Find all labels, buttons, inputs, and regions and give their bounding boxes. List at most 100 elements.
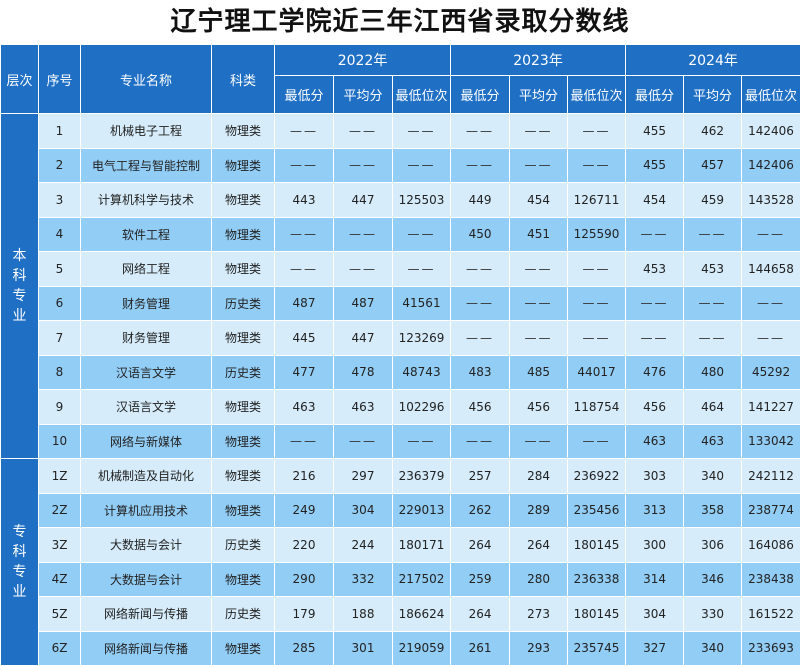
category-cell: 物理类 (212, 321, 275, 356)
avg-score-cell: 463 (684, 424, 742, 459)
major-cell: 机械电子工程 (81, 114, 212, 149)
avg-score-cell: 301 (334, 631, 393, 666)
admission-score-table: 层次 序号 专业名称 科类 2022年 2023年 2024年 最低分 平均分 … (0, 44, 800, 666)
seq-cell: 5 (39, 252, 81, 287)
seq-cell: 4Z (39, 562, 81, 597)
min-score-cell: 476 (626, 355, 684, 390)
min-rank-cell: —— (568, 114, 626, 149)
min-rank-cell: —— (393, 148, 451, 183)
min-score-cell: —— (451, 148, 510, 183)
min-score-cell: 477 (275, 355, 334, 390)
min-score-cell: —— (451, 252, 510, 287)
avg-score-cell: —— (334, 252, 393, 287)
major-cell: 网络新闻与传播 (81, 597, 212, 632)
min-rank-cell: 236379 (393, 459, 451, 494)
min-rank-cell: —— (393, 252, 451, 287)
min-score-cell: —— (451, 424, 510, 459)
min-score-cell: 463 (626, 424, 684, 459)
avg-score-cell: 459 (684, 183, 742, 218)
avg-score-cell: —— (684, 321, 742, 356)
min-score-cell: —— (626, 321, 684, 356)
header-year-2024: 2024年 (626, 45, 800, 76)
header-min-rank: 最低位次 (393, 76, 451, 114)
avg-score-cell: —— (334, 114, 393, 149)
header-avg-score: 平均分 (334, 76, 393, 114)
min-score-cell: —— (275, 148, 334, 183)
major-cell: 网络工程 (81, 252, 212, 287)
major-cell: 计算机应用技术 (81, 493, 212, 528)
min-rank-cell: 217502 (393, 562, 451, 597)
avg-score-cell: —— (684, 217, 742, 252)
avg-score-cell: 297 (334, 459, 393, 494)
min-score-cell: 445 (275, 321, 334, 356)
min-score-cell: —— (451, 114, 510, 149)
avg-score-cell: —— (510, 114, 568, 149)
min-score-cell: —— (451, 321, 510, 356)
seq-cell: 2 (39, 148, 81, 183)
min-score-cell: —— (275, 424, 334, 459)
min-rank-cell: 236338 (568, 562, 626, 597)
category-cell: 历史类 (212, 286, 275, 321)
min-score-cell: 290 (275, 562, 334, 597)
min-score-cell: —— (275, 252, 334, 287)
min-score-cell: 179 (275, 597, 334, 632)
major-cell: 机械制造及自动化 (81, 459, 212, 494)
min-rank-cell: 118754 (568, 390, 626, 425)
min-rank-cell: 44017 (568, 355, 626, 390)
min-rank-cell: —— (393, 217, 451, 252)
level-cell: 本科专业 (1, 114, 39, 459)
avg-score-cell: —— (510, 424, 568, 459)
header-year-2023: 2023年 (451, 45, 626, 76)
min-score-cell: 453 (626, 252, 684, 287)
min-score-cell: 455 (626, 114, 684, 149)
min-score-cell: —— (451, 286, 510, 321)
min-score-cell: 216 (275, 459, 334, 494)
min-score-cell: 443 (275, 183, 334, 218)
min-rank-cell: 102296 (393, 390, 451, 425)
avg-score-cell: —— (510, 252, 568, 287)
min-rank-cell: —— (568, 286, 626, 321)
min-rank-cell: 180145 (568, 528, 626, 563)
min-score-cell: 487 (275, 286, 334, 321)
header-min-rank: 最低位次 (742, 76, 800, 114)
avg-score-cell: 330 (684, 597, 742, 632)
category-cell: 物理类 (212, 562, 275, 597)
avg-score-cell: 264 (510, 528, 568, 563)
avg-score-cell: 273 (510, 597, 568, 632)
min-score-cell: 450 (451, 217, 510, 252)
avg-score-cell: —— (684, 286, 742, 321)
avg-score-cell: —— (510, 286, 568, 321)
seq-cell: 1Z (39, 459, 81, 494)
header-seq: 序号 (39, 45, 81, 114)
min-rank-cell: —— (393, 424, 451, 459)
avg-score-cell: 487 (334, 286, 393, 321)
header-min-score: 最低分 (451, 76, 510, 114)
min-score-cell: 285 (275, 631, 334, 666)
category-cell: 物理类 (212, 424, 275, 459)
min-rank-cell: 238438 (742, 562, 800, 597)
min-score-cell: 264 (451, 528, 510, 563)
avg-score-cell: 289 (510, 493, 568, 528)
major-cell: 大数据与会计 (81, 528, 212, 563)
min-score-cell: 304 (626, 597, 684, 632)
seq-cell: 2Z (39, 493, 81, 528)
seq-cell: 10 (39, 424, 81, 459)
avg-score-cell: 304 (334, 493, 393, 528)
avg-score-cell: 457 (684, 148, 742, 183)
avg-score-cell: 332 (334, 562, 393, 597)
avg-score-cell: 462 (684, 114, 742, 149)
min-rank-cell: 235456 (568, 493, 626, 528)
category-cell: 物理类 (212, 631, 275, 666)
min-rank-cell: 219059 (393, 631, 451, 666)
header-major: 专业名称 (81, 45, 212, 114)
min-rank-cell: 125503 (393, 183, 451, 218)
avg-score-cell: —— (334, 148, 393, 183)
avg-score-cell: 453 (684, 252, 742, 287)
